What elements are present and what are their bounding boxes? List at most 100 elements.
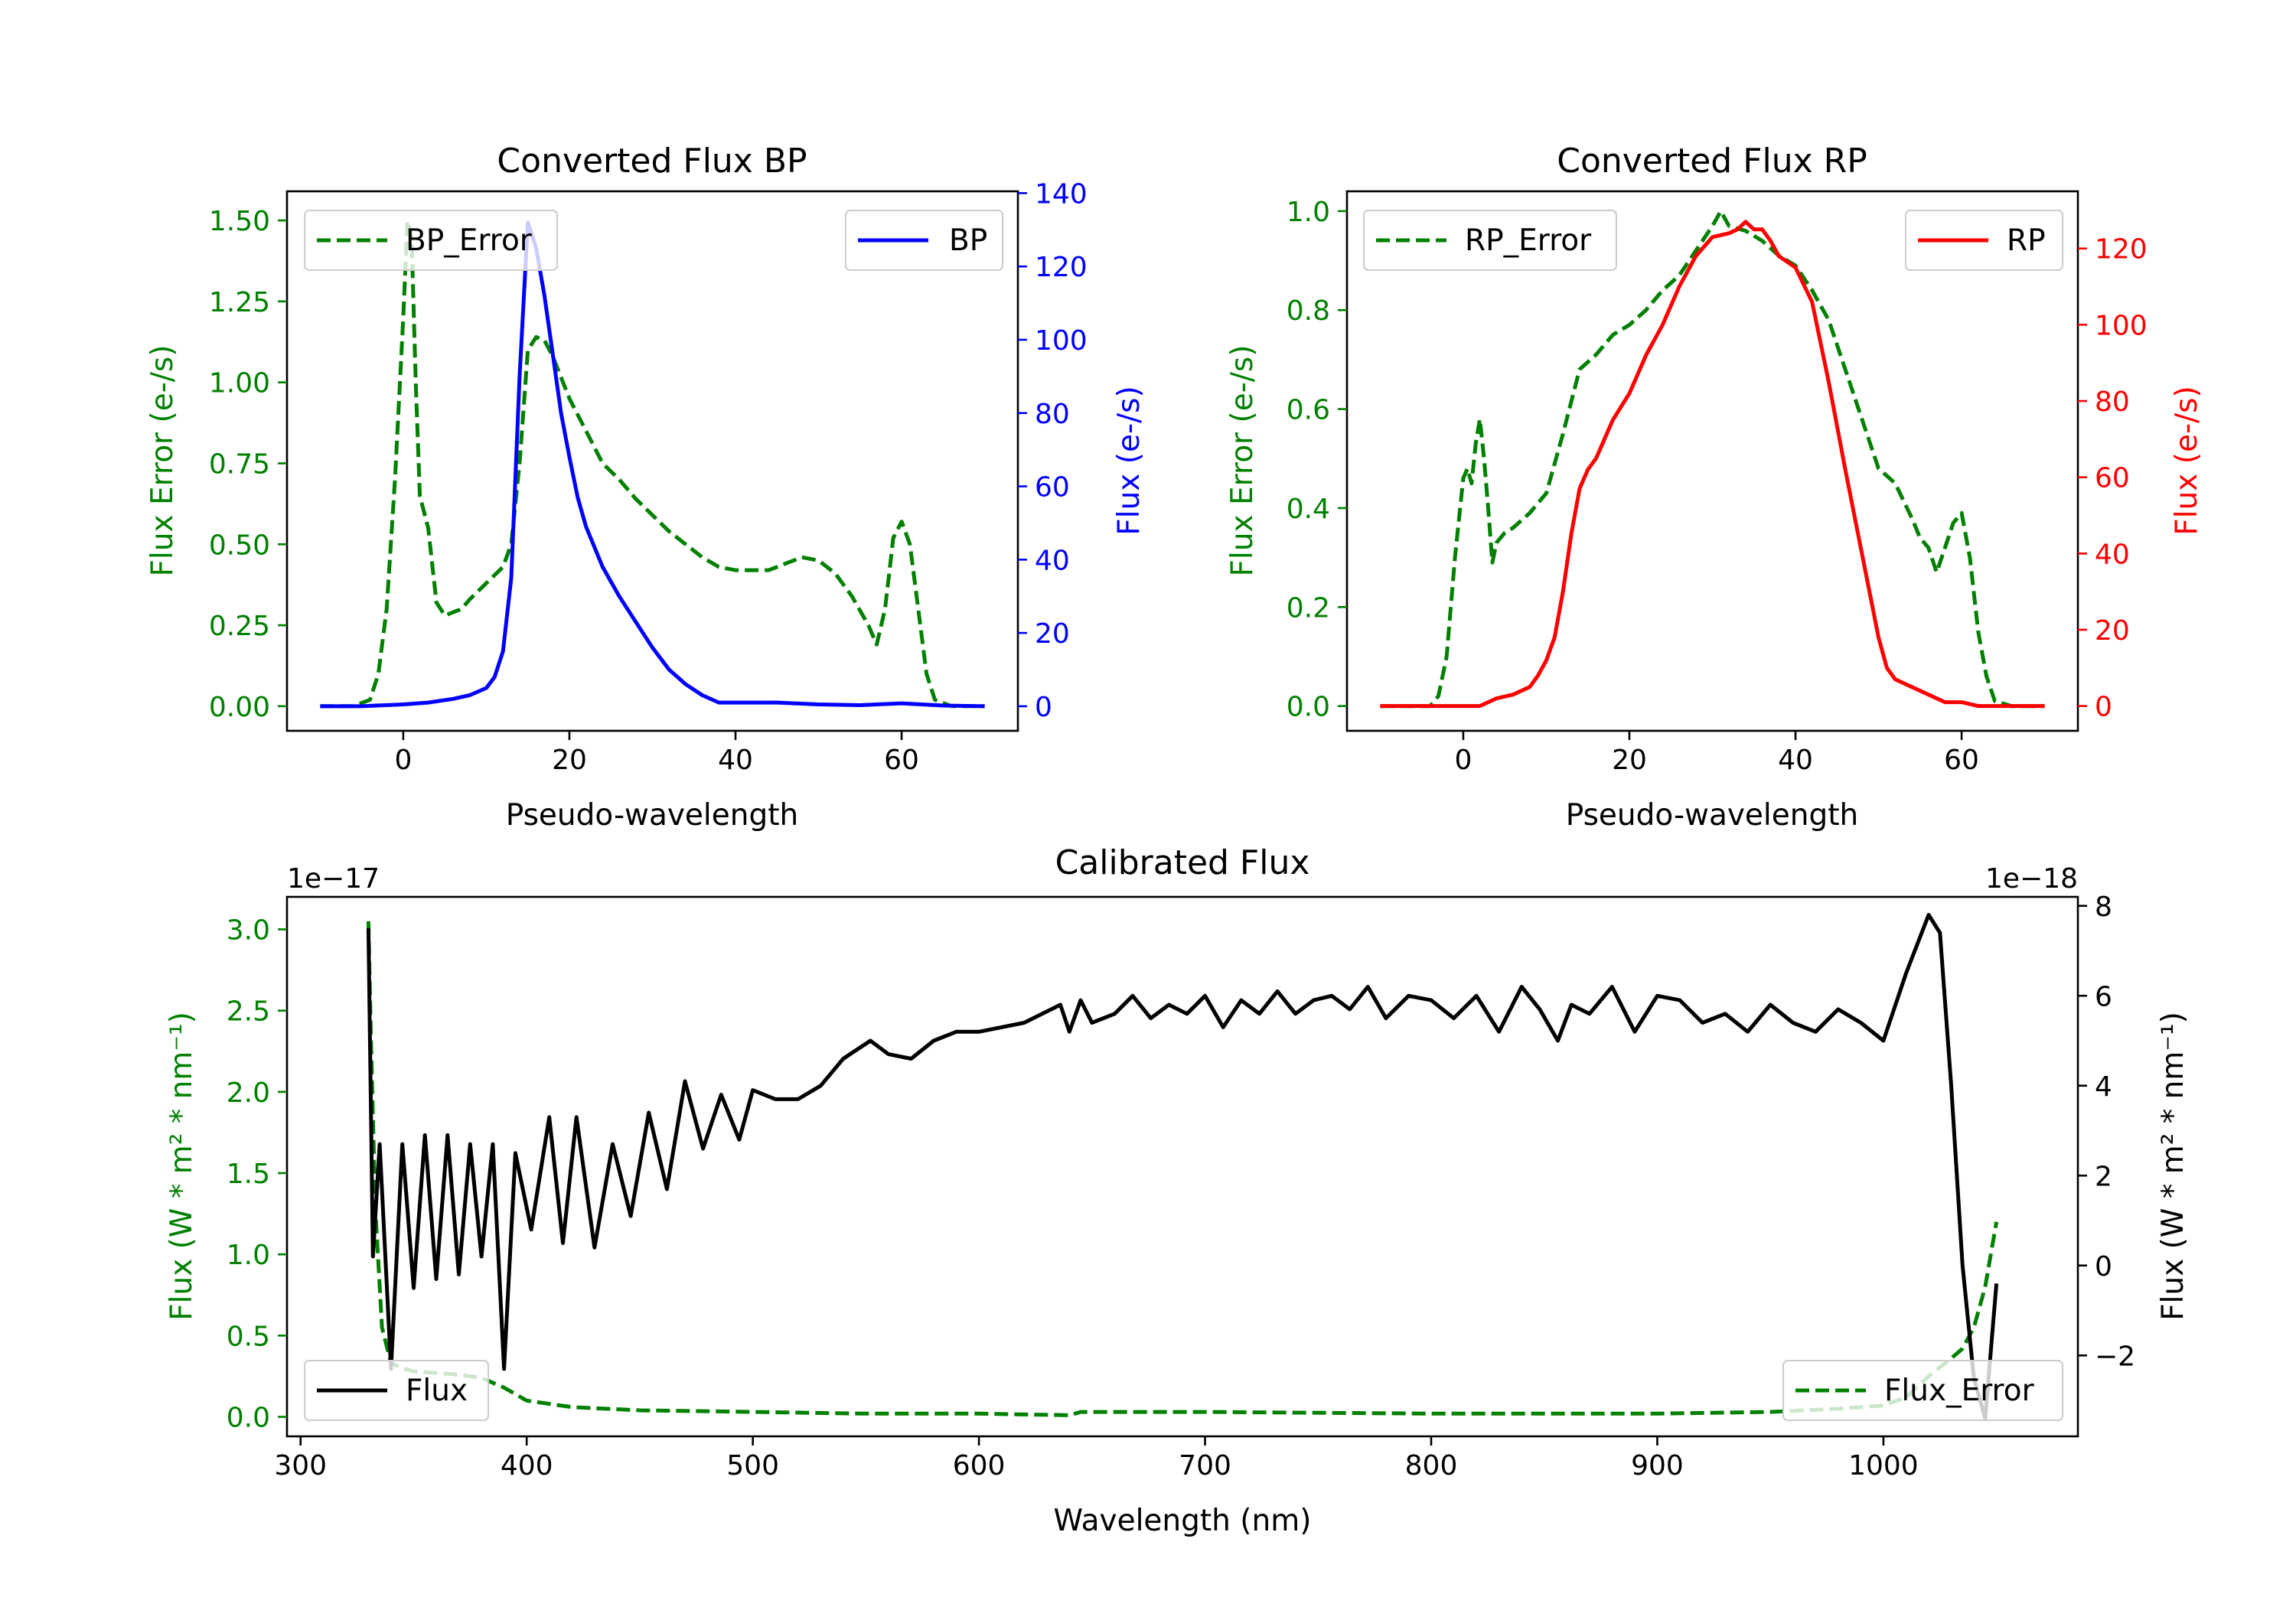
bp-x-tick-label: 40	[718, 745, 753, 776]
rp-left-tick-label: 0.8	[1287, 295, 1330, 327]
panel-calibrated-flux: 300 400 500 600 700 800 900 1000 0.0 0.5 1.0 1.5 2.…	[165, 843, 2190, 1538]
bp-right-tick-label: 60	[1035, 472, 1070, 504]
cal-x-tick-label: 300	[274, 1450, 327, 1482]
bp-legend-flux-label: BP	[949, 223, 987, 258]
cal-left-tick-label: 3.0	[227, 914, 270, 946]
rp-x-label: Pseudo-wavelength	[1566, 798, 1858, 833]
rp-series-rp-error	[1380, 209, 2045, 709]
cal-right-ticks: −2 0 2 4 6 8	[2078, 892, 2135, 1372]
bp-left-tick-label: 0.00	[209, 692, 270, 723]
cal-series-flux	[366, 913, 1999, 1420]
rp-left-ticks: 0.0 0.2 0.4 0.6 0.8 1.0	[1287, 197, 1347, 723]
rp-x-tick-label: 20	[1612, 745, 1647, 776]
rp-title: Converted Flux RP	[1557, 142, 1867, 181]
cal-left-tick-label: 0.0	[227, 1403, 270, 1434]
bp-left-axis-label: Flux Error (e-/s)	[145, 345, 180, 577]
bp-left-tick-label: 0.50	[209, 530, 270, 561]
cal-legend-error-box	[1782, 1360, 2063, 1421]
rp-left-tick-label: 0.4	[1287, 494, 1330, 525]
cal-left-tick-label: 0.5	[227, 1321, 270, 1352]
bp-legend-error-label: BP_Error	[406, 223, 533, 258]
cal-left-axis-label: Flux (W * m² * nm⁻¹)	[165, 1012, 199, 1321]
bp-x-ticks: 0 20 40 60	[394, 731, 919, 776]
cal-x-ticks: 300 400 500 600 700 800 900 1000	[274, 1436, 1919, 1482]
bp-right-tick-label: 0	[1035, 692, 1052, 723]
cal-x-tick-label: 400	[501, 1450, 553, 1482]
cal-title: Calibrated Flux	[1055, 843, 1310, 882]
cal-right-tick-label: 4	[2095, 1071, 2112, 1103]
rp-legend-flux: RP	[1905, 210, 2063, 271]
bp-right-tick-label: 20	[1035, 618, 1070, 650]
bp-series-bp	[320, 220, 985, 709]
bp-legend-error: BP_Error	[304, 210, 558, 271]
rp-legend-error-box	[1363, 210, 1617, 271]
bp-right-tick-label: 80	[1035, 399, 1070, 430]
rp-series-layer	[1380, 209, 2045, 709]
bp-right-tick-label: 100	[1035, 325, 1088, 357]
cal-right-axis-label: Flux (W * m² * nm⁻¹)	[2156, 1012, 2190, 1321]
cal-legend-flux-box	[304, 1360, 489, 1421]
bp-x-tick-label: 20	[552, 745, 587, 776]
cal-x-tick-label: 700	[1179, 1450, 1231, 1482]
bp-legend-flux: BP	[845, 210, 1003, 271]
cal-x-tick-label: 1000	[1848, 1450, 1919, 1482]
cal-legend-flux-label: Flux	[406, 1374, 468, 1408]
cal-right-tick-label: 0	[2095, 1251, 2112, 1283]
bp-left-ticks: 0.00 0.25 0.50 0.75 1.00 1.25 1.50	[209, 206, 287, 723]
rp-left-tick-label: 0.0	[1287, 692, 1330, 723]
cal-right-offset-text: 1e−18	[1985, 863, 2078, 895]
rp-left-axis-label: Flux Error (e-/s)	[1225, 345, 1260, 577]
rp-legend-flux-label: RP	[2007, 223, 2046, 258]
rp-right-ticks: 0 20 40 60 80 100 120	[2078, 234, 2148, 723]
bp-title: Converted Flux BP	[497, 142, 807, 181]
cal-legend-error: Flux_Error	[1782, 1360, 2063, 1421]
rp-axes-frame	[1345, 190, 2079, 732]
rp-legend-error: RP_Error	[1363, 210, 1617, 271]
bp-left-tick-label: 1.25	[209, 287, 270, 318]
bp-right-tick-label: 40	[1035, 545, 1070, 576]
cal-x-tick-label: 600	[953, 1450, 1006, 1482]
panel-converted-flux-rp: 0 20 40 60 0.0 0.2 0.4 0.6 0.8 1.0 0 20 40 60 80 100 1…	[1225, 142, 2204, 833]
cal-right-tick-label: 8	[2095, 892, 2112, 923]
rp-right-tick-label: 20	[2095, 615, 2130, 647]
cal-legend-error-label: Flux_Error	[1884, 1374, 2035, 1408]
bp-right-tick-label: 140	[1035, 178, 1088, 210]
bp-legend-error-box	[304, 210, 558, 271]
bp-x-label: Pseudo-wavelength	[506, 798, 798, 833]
rp-right-tick-label: 120	[2095, 234, 2148, 266]
bp-right-axis-label: Flux (e-/s)	[1112, 386, 1146, 535]
cal-right-tick-label: 6	[2095, 981, 2112, 1012]
cal-right-tick-label: −2	[2095, 1341, 2135, 1372]
cal-axes-frame	[285, 895, 2079, 1438]
bp-axes-frame	[285, 190, 1019, 732]
cal-x-tick-label: 900	[1631, 1450, 1684, 1482]
rp-x-ticks: 0 20 40 60	[1454, 731, 1979, 776]
cal-right-tick-label: 2	[2095, 1161, 2112, 1192]
rp-left-tick-label: 0.2	[1287, 592, 1330, 624]
rp-x-tick-label: 60	[1944, 745, 1979, 776]
rp-right-tick-label: 80	[2095, 386, 2130, 418]
bp-left-tick-label: 0.75	[209, 448, 270, 480]
rp-x-tick-label: 0	[1454, 745, 1472, 776]
rp-x-tick-label: 40	[1778, 745, 1813, 776]
cal-legend-flux: Flux	[304, 1360, 489, 1421]
cal-left-tick-label: 1.5	[227, 1159, 270, 1190]
bp-right-ticks: 0 20 40 60 80 100 120 140	[1018, 178, 1088, 723]
rp-left-tick-label: 1.0	[1287, 197, 1330, 228]
bp-x-tick-label: 0	[394, 745, 412, 776]
rp-right-axis-label: Flux (e-/s)	[2170, 386, 2204, 535]
cal-x-tick-label: 800	[1405, 1450, 1458, 1482]
bp-x-tick-label: 60	[884, 745, 919, 776]
cal-left-offset-text: 1e−17	[287, 863, 380, 895]
cal-x-tick-label: 500	[726, 1450, 779, 1482]
rp-right-tick-label: 40	[2095, 539, 2130, 570]
bp-left-tick-label: 1.50	[209, 206, 270, 237]
bp-left-tick-label: 1.00	[209, 368, 270, 399]
rp-series-rp	[1380, 220, 2045, 709]
cal-left-tick-label: 2.0	[227, 1077, 270, 1109]
panel-converted-flux-bp: 0 20 40 60 0.00 0.25 0.50 0.75 1.00 1.25 1.50 0 20…	[145, 142, 1146, 833]
rp-right-tick-label: 100	[2095, 310, 2148, 341]
bp-left-tick-label: 0.25	[209, 611, 270, 642]
bp-series-layer	[320, 218, 985, 709]
